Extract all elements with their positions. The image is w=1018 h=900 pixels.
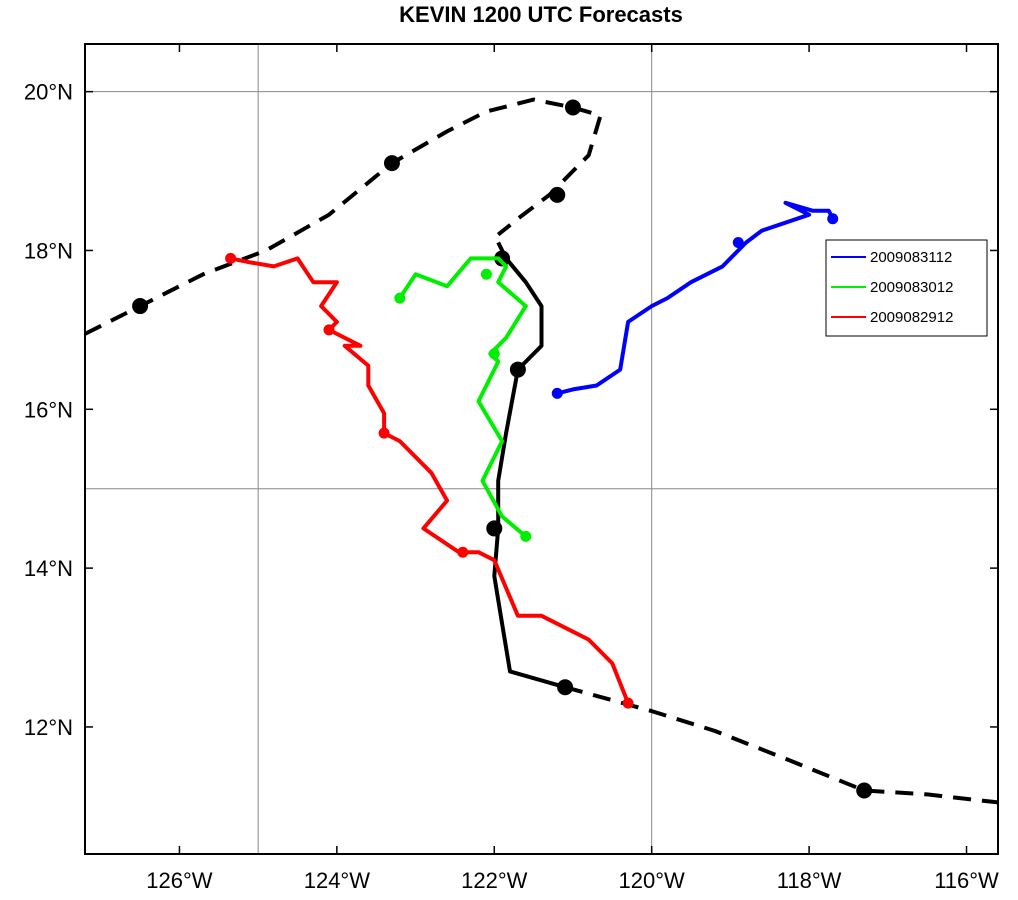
plot-area (85, 44, 998, 854)
legend-label: 2009083012 (870, 279, 953, 296)
x-tick-label: 120°W (619, 868, 686, 893)
x-tick-label: 116°W (934, 868, 999, 893)
series-point (509, 361, 526, 378)
x-tick-label: 118°W (777, 868, 842, 893)
series-point (225, 252, 237, 264)
legend: 2009083112 2009083012 2009082912 (825, 239, 988, 337)
series-point (520, 530, 532, 542)
series-point (486, 520, 503, 537)
series-line (492, 241, 566, 690)
series-line (398, 256, 528, 538)
series-2009083112 (551, 200, 839, 399)
series-layer (84, 97, 999, 805)
series-point (827, 213, 839, 225)
series-point (549, 186, 566, 203)
series-point (856, 782, 873, 799)
series-point (488, 348, 500, 360)
plot-frame (84, 43, 999, 855)
series-point (383, 155, 400, 172)
series-point (323, 324, 335, 336)
series-point (394, 292, 406, 304)
grid-lines (85, 44, 998, 854)
y-tick-label: 20°N (24, 80, 73, 105)
series-point (551, 387, 563, 399)
series-point (378, 427, 390, 439)
series-best-track-after (564, 685, 999, 805)
series-best-track-before (84, 97, 603, 336)
series-point (132, 298, 149, 315)
series-point (564, 99, 581, 116)
series-point (732, 237, 744, 249)
y-tick-label: 14°N (24, 556, 73, 581)
y-tick-label: 12°N (24, 715, 73, 740)
y-tick-label: 16°N (24, 397, 73, 422)
legend-label: 2009082912 (870, 309, 953, 326)
series-point (480, 268, 492, 280)
axis-ticks: 126°W 124°W 122°W 120°W 118°W 116°W 12°N 14°N 16… (24, 44, 999, 893)
legend-label: 2009083112 (870, 249, 952, 266)
series-point (457, 546, 469, 558)
series-line (564, 685, 999, 805)
series-line (556, 200, 835, 396)
series-line (230, 256, 630, 704)
x-tick-label: 122°W (461, 868, 528, 893)
x-tick-label: 126°W (146, 868, 213, 893)
y-tick-label: 18°N (24, 238, 73, 263)
series-point (622, 697, 634, 709)
chart-title: KEVIN 1200 UTC Forecasts (399, 2, 683, 27)
series-line (84, 97, 603, 336)
x-tick-label: 124°W (304, 868, 371, 893)
series-2009082912 (225, 252, 634, 709)
series-2009083012 (394, 256, 532, 542)
series-point (494, 250, 511, 267)
